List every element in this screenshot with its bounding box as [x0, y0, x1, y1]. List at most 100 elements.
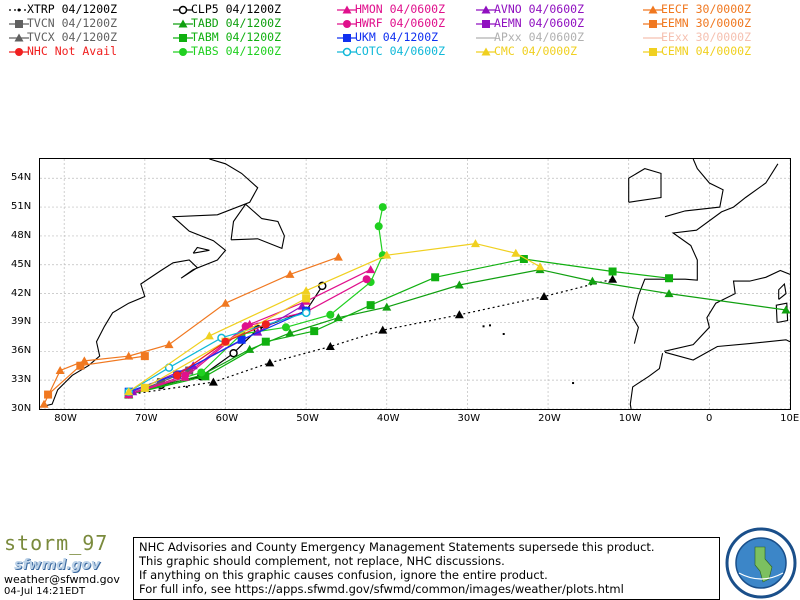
track-tabd [124, 265, 790, 399]
legend-swatch-icon [643, 20, 663, 28]
legend-label: COTC 04/0600Z [355, 44, 446, 58]
track-point [40, 399, 49, 408]
track-point [220, 298, 230, 307]
legend-marker-icon [343, 34, 351, 42]
track-point [241, 322, 250, 331]
legend-swatch-icon [643, 37, 663, 39]
legend-marker-icon [481, 5, 491, 14]
latitude-tick-label: 45N [11, 258, 32, 270]
track-point [124, 387, 134, 396]
track-point [366, 301, 375, 310]
legend-swatch-icon [337, 47, 357, 57]
track-point [511, 248, 521, 257]
disclaimer-line-4[interactable]: For full info, see https://apps.sfwmd.go… [139, 582, 624, 596]
latitude-tick-label: 48N [11, 229, 32, 241]
legend-label: EECF 30/0000Z [661, 2, 752, 16]
coastline [629, 353, 664, 409]
graticule [40, 159, 790, 409]
track-point [333, 252, 343, 261]
track-point [245, 344, 255, 353]
legend-swatch-icon [173, 19, 193, 28]
legend-label: CLP5 04/1200Z [191, 2, 282, 16]
track-point [173, 371, 182, 380]
track-cmc [124, 239, 545, 396]
island [489, 324, 491, 327]
track-point [229, 348, 238, 358]
track-point [261, 337, 270, 346]
legend-marker-icon [15, 20, 23, 28]
track-point [535, 262, 545, 271]
track-point [326, 310, 335, 319]
track-point [366, 265, 376, 274]
track-point [781, 305, 790, 314]
legend-swatch-icon [643, 5, 663, 14]
legend-marker-icon [342, 47, 352, 57]
legend-label: HMON 04/0600Z [355, 2, 446, 16]
legend-label: NHC Not Avail [27, 44, 118, 58]
track-point [454, 310, 464, 319]
legend-marker-icon [649, 48, 657, 56]
coastline [664, 339, 790, 361]
track-tabm [124, 255, 674, 399]
track-point [302, 294, 311, 303]
track-point [221, 337, 230, 346]
legend-swatch-icon [173, 34, 193, 42]
contact-email[interactable]: weather@sfwmd.gov [4, 573, 120, 586]
storm-name: storm_97 [4, 531, 109, 555]
legend-marker-icon [179, 34, 187, 42]
legend-label: UKM 04/1200Z [355, 30, 439, 44]
track-point [156, 378, 165, 387]
track-point [208, 377, 218, 386]
track-point [608, 267, 617, 276]
island [572, 382, 575, 385]
track-line [128, 258, 670, 396]
disclaimer-line-1: NHC Advisories and County Emergency Mana… [139, 540, 655, 554]
legend-label: TABM 04/1200Z [191, 30, 282, 44]
track-point [55, 366, 65, 375]
track-point [140, 383, 149, 392]
coastlines [40, 159, 790, 409]
legend-swatch-icon [337, 34, 357, 42]
longitude-tick-label: 0 [706, 413, 713, 424]
track-point [76, 361, 85, 370]
map-canvas [40, 159, 790, 409]
agency-seal-icon [725, 527, 797, 599]
track-point [378, 203, 387, 212]
sfwmd-logo: sfwmd.gov [14, 557, 101, 573]
coastline [40, 159, 259, 408]
legend-swatch-icon [173, 5, 193, 15]
track-point [204, 331, 214, 340]
latitude-tick-label: 30N [11, 403, 32, 414]
legend-label: TABD 04/1200Z [191, 16, 282, 30]
track-eemn [44, 352, 149, 399]
track-point [261, 320, 270, 329]
legend-marker-icon [15, 48, 23, 56]
coastline [664, 159, 724, 218]
longitude-tick-label: 20W [538, 413, 561, 424]
longitude-tick-label: 30W [457, 413, 481, 424]
legend-marker-icon [481, 47, 491, 56]
island [185, 385, 188, 388]
legend-label: TVCX 04/1200Z [27, 30, 118, 44]
track-tabs [124, 203, 387, 399]
legend-label: EExx 30/0000Z [661, 30, 752, 44]
track-map [39, 158, 791, 410]
legend-swatch-icon [9, 8, 29, 12]
legend-label: AVNO 04/0600Z [494, 2, 585, 16]
track-point [608, 274, 618, 283]
coastline [230, 203, 285, 250]
track-point [539, 292, 549, 300]
legend-swatch-icon [476, 37, 496, 39]
track-xtrp [124, 274, 618, 399]
track-point [664, 289, 674, 298]
track-point [587, 276, 597, 285]
track-point [164, 340, 174, 349]
coastline [628, 168, 662, 203]
longitude-tick-label: 10W [618, 413, 642, 424]
legend-label: AEMN 04/0600Z [494, 16, 585, 30]
latitude-tick-label: 36N [11, 345, 32, 357]
track-nhc [173, 320, 270, 380]
longitude-tick-label: 80W [54, 413, 77, 424]
legend-swatch-icon [476, 20, 496, 28]
legend-swatch-icon [643, 48, 663, 56]
